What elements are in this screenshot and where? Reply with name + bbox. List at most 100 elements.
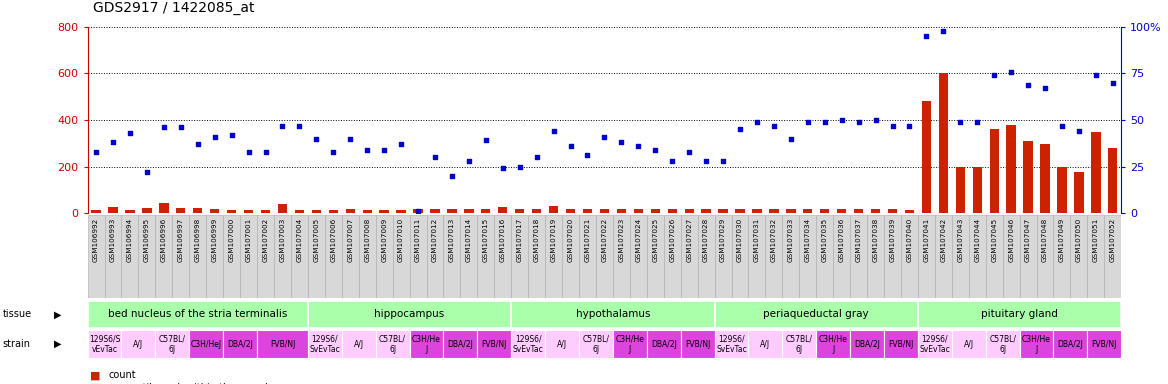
Bar [1023,141,1033,213]
Bar [257,330,308,358]
Text: GSM107028: GSM107028 [703,217,709,262]
Bar [494,215,512,298]
Bar [545,215,562,298]
Bar [770,209,779,213]
Point [578,152,597,159]
Bar [410,330,444,358]
Bar [121,215,139,298]
Bar [308,330,342,358]
Text: C57BL/
6J: C57BL/ 6J [583,334,610,354]
Point [324,149,342,155]
Text: 129S6/
SvEvTac: 129S6/ SvEvTac [310,334,340,354]
Bar [139,215,155,298]
Text: GSM107001: GSM107001 [245,217,251,262]
Text: periaqueductal gray: periaqueductal gray [764,310,869,319]
Text: hypothalamus: hypothalamus [576,310,651,319]
Text: GSM107017: GSM107017 [516,217,523,262]
Point [1002,68,1021,74]
Bar [173,215,189,298]
Text: GSM107025: GSM107025 [652,217,659,262]
Bar [718,209,728,213]
Bar [308,215,325,298]
Bar [854,209,863,213]
Text: strain: strain [2,339,30,349]
Text: GSM107008: GSM107008 [364,217,370,262]
Bar [833,215,850,298]
Point [493,166,512,172]
Bar [752,209,762,213]
Text: A/J: A/J [133,339,144,349]
Point [172,124,190,131]
Bar [342,215,359,298]
Point [256,149,274,155]
Bar [413,209,423,213]
Point [154,124,173,131]
Bar [426,215,444,298]
Text: GSM107031: GSM107031 [755,217,760,262]
Bar [464,209,473,213]
Bar [579,215,596,298]
Bar [1002,215,1020,298]
Bar [410,215,426,298]
Text: GSM107052: GSM107052 [1110,217,1115,262]
Bar [647,215,663,298]
Bar [765,215,783,298]
Bar [989,129,999,213]
Bar [613,215,630,298]
Text: GSM107029: GSM107029 [719,217,726,262]
Text: GSM107050: GSM107050 [1076,217,1082,262]
Bar [715,330,749,358]
Bar [816,215,833,298]
Point [239,149,258,155]
Point [1036,85,1055,91]
Text: GSM107013: GSM107013 [449,217,454,262]
Bar [922,101,931,213]
Bar [444,330,478,358]
Text: FVB/NJ: FVB/NJ [270,339,296,349]
Bar [444,215,460,298]
Text: GSM107044: GSM107044 [974,217,980,262]
Text: GSM107007: GSM107007 [347,217,353,262]
Bar [783,330,816,358]
Text: DBA/2J: DBA/2J [854,339,880,349]
Text: bed nucleus of the stria terminalis: bed nucleus of the stria terminalis [109,310,287,319]
Bar [346,209,355,213]
Bar [715,215,731,298]
Point [781,136,800,142]
Bar [207,215,223,298]
Text: GSM106995: GSM106995 [144,217,150,262]
Point [867,117,885,123]
Bar [617,209,626,213]
Point [188,141,207,147]
Bar [210,209,220,213]
Bar [1020,215,1036,298]
Bar [952,330,986,358]
Text: GSM107015: GSM107015 [482,217,489,262]
Bar [634,209,644,213]
Bar [189,330,223,358]
Text: percentile rank within the sample: percentile rank within the sample [109,383,273,384]
Bar [481,209,491,213]
Text: GSM106994: GSM106994 [127,217,133,262]
Bar [244,210,253,213]
Text: pituitary gland: pituitary gland [981,310,1058,319]
Text: GSM107022: GSM107022 [602,217,607,262]
Bar [227,210,236,213]
Text: FVB/NJ: FVB/NJ [481,339,507,349]
Text: GSM106997: GSM106997 [178,217,183,262]
Bar [88,215,105,298]
Text: GSM107038: GSM107038 [872,217,878,262]
Point [561,143,579,149]
Bar [88,330,121,358]
Bar [934,215,952,298]
Point [273,122,292,129]
Text: C3H/He
J: C3H/He J [616,334,645,354]
Bar [799,215,816,298]
Bar [308,301,512,328]
Point [222,132,241,138]
Bar [651,209,660,213]
Bar [312,210,321,213]
Bar [528,215,545,298]
Bar [697,215,715,298]
Text: GSM107049: GSM107049 [1059,217,1065,262]
